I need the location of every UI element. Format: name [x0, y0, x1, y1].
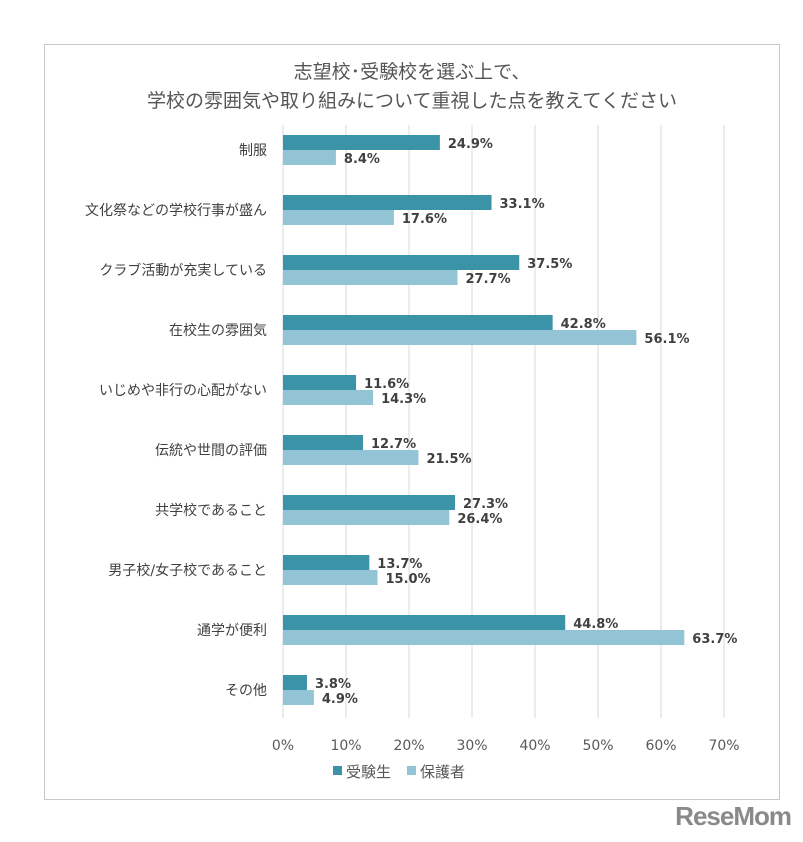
data-label: 56.1% — [644, 332, 689, 347]
bar-guardian — [283, 270, 458, 285]
bar-student — [283, 195, 492, 210]
bar-student — [283, 255, 520, 270]
category-label: 制服 — [239, 143, 267, 159]
x-tick-label: 30% — [456, 738, 487, 754]
data-label: 42.8% — [561, 317, 606, 332]
bar-guardian — [283, 330, 637, 345]
chart-title: 学校の雰囲気や取り組みについて重視した点を教えてください — [147, 90, 677, 112]
category-label: 共学校であること — [155, 502, 267, 519]
x-tick-label: 40% — [519, 738, 550, 754]
data-label: 4.9% — [322, 692, 358, 707]
category-label: 伝統や世間の評価 — [155, 443, 267, 459]
category-label: 通学が便利 — [197, 623, 267, 639]
x-tick-label: 10% — [330, 738, 361, 754]
data-label: 17.6% — [402, 212, 447, 227]
bar-student — [283, 555, 370, 570]
data-label: 27.7% — [466, 272, 511, 287]
category-label: いじめや非行の心配がない — [99, 383, 267, 399]
data-label: 44.8% — [573, 617, 618, 632]
x-tick-label: 60% — [645, 738, 676, 754]
bar-student — [283, 435, 364, 450]
bar-guardian — [283, 690, 314, 705]
data-label: 33.1% — [500, 197, 545, 212]
legend-swatch — [407, 766, 416, 775]
bar-guardian — [283, 630, 685, 645]
x-tick-label: 70% — [708, 738, 739, 754]
data-label: 21.5% — [426, 452, 471, 467]
category-label: 文化祭などの学校行事が盛ん — [85, 202, 267, 219]
data-label: 15.0% — [386, 572, 431, 587]
x-tick-label: 50% — [582, 738, 613, 754]
data-label: 11.6% — [364, 377, 409, 392]
data-label: 37.5% — [527, 257, 572, 272]
data-label: 3.8% — [315, 677, 351, 692]
resemom-logo: ReseMom — [675, 801, 792, 831]
data-label: 24.9% — [448, 137, 493, 152]
data-label: 12.7% — [371, 437, 416, 452]
data-label: 27.3% — [463, 497, 508, 512]
bar-student — [283, 315, 553, 330]
bar-student — [283, 675, 307, 690]
x-tick-label: 0% — [272, 738, 294, 754]
x-tick-label: 20% — [393, 738, 424, 754]
legend-label: 受験生 — [346, 763, 391, 781]
data-label: 13.7% — [377, 557, 422, 572]
bar-student — [283, 375, 357, 390]
legend-label: 保護者 — [420, 763, 465, 781]
bar-student — [283, 495, 455, 510]
category-label: 在校生の雰囲気 — [169, 322, 267, 339]
bar-guardian — [283, 210, 394, 225]
category-label: 男子校/女子校であること — [108, 562, 267, 579]
data-label: 26.4% — [457, 512, 502, 527]
bar-guardian — [283, 150, 336, 165]
legend-swatch — [333, 766, 342, 775]
chart-frame — [44, 44, 780, 800]
category-label: その他 — [225, 683, 267, 699]
bar-student — [283, 135, 440, 150]
bar-guardian — [283, 510, 450, 525]
bar-guardian — [283, 570, 378, 585]
bar-guardian — [283, 450, 419, 465]
data-label: 8.4% — [344, 152, 380, 167]
data-label: 63.7% — [692, 632, 737, 647]
bar-guardian — [283, 390, 374, 405]
data-label: 14.3% — [381, 392, 426, 407]
bar-student — [283, 615, 566, 630]
category-label: クラブ活動が充実している — [99, 262, 267, 279]
chart-title: 志望校･受験校を選ぶ上で、 — [294, 61, 531, 83]
